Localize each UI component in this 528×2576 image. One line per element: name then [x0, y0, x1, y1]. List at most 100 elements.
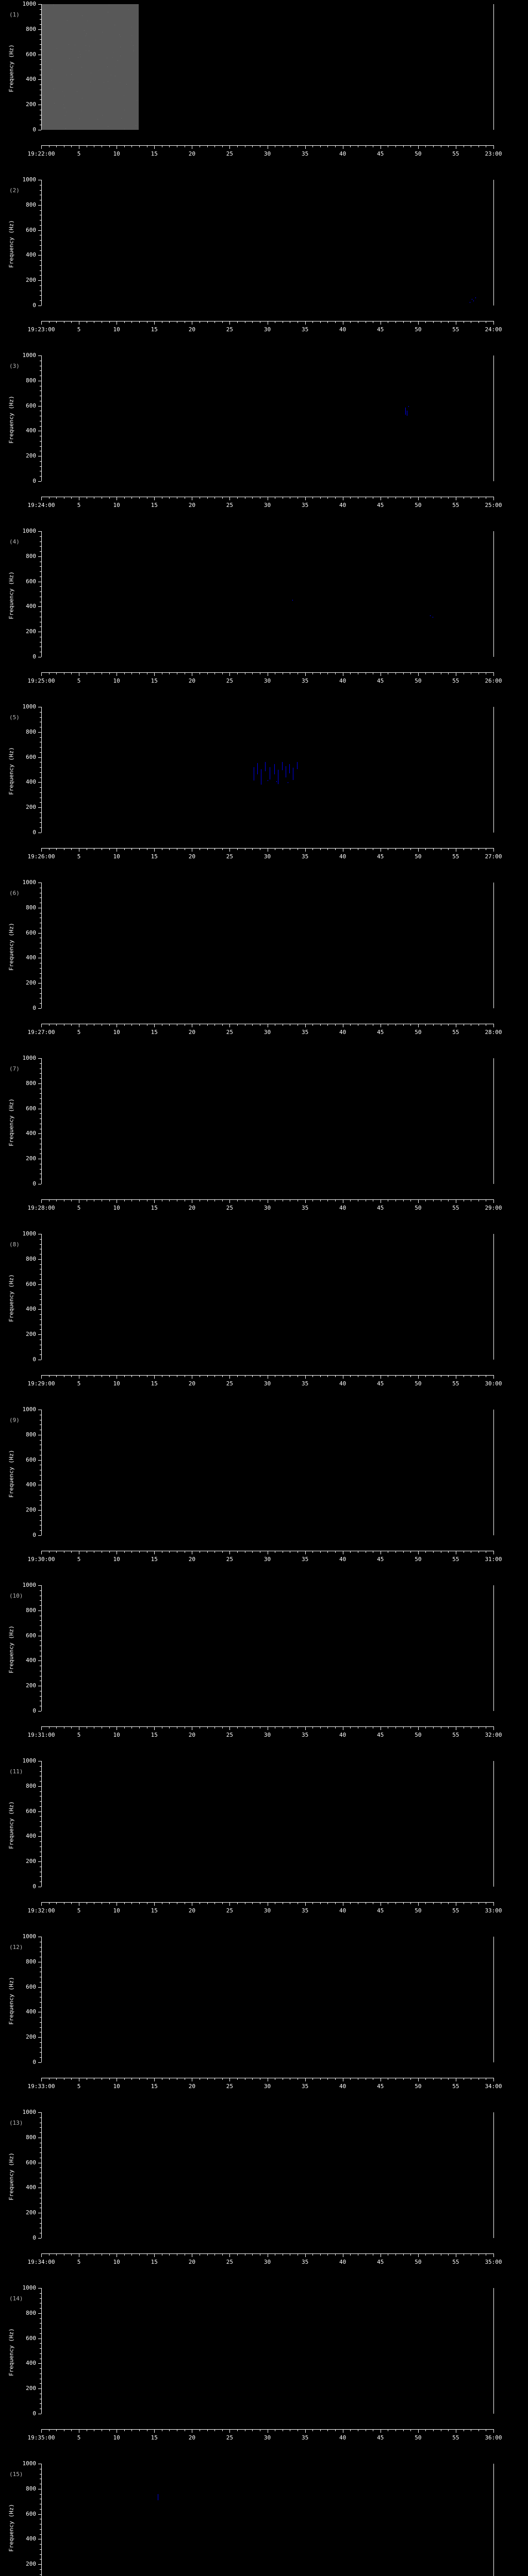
- x-axis-minor-tick: [207, 1024, 208, 1026]
- x-axis-minor-tick: [222, 1375, 223, 1377]
- noise-speckle: [43, 51, 44, 52]
- x-axis-minor-tick: [478, 1024, 479, 1026]
- x-axis-tick: [305, 1199, 306, 1203]
- noise-speckle: [86, 33, 87, 34]
- y-axis-tick: [38, 732, 41, 733]
- x-axis-minor-tick: [207, 1902, 208, 1904]
- x-axis-minor-tick: [139, 497, 140, 499]
- x-axis-tick-label: 20: [189, 1029, 195, 1036]
- y-axis-minor-tick: [40, 245, 41, 246]
- x-axis-minor-tick: [425, 1375, 426, 1377]
- panel-index-label: (4): [9, 538, 20, 545]
- x-axis-tick-label: 40: [339, 2259, 346, 2265]
- x-axis-minor-tick: [237, 1199, 238, 1201]
- x-axis-tick-label: 45: [377, 853, 384, 860]
- x-axis-minor-tick: [49, 1024, 50, 1026]
- spectrogram-panel: (13) Frequency (Hz) 0 200 400 600 800 1000 19:34…: [0, 2108, 528, 2284]
- y-axis-tick-label: 600: [13, 2159, 36, 2166]
- spectrogram-panel: (2) Frequency (Hz) 0 200 400 600 800 1000 19:23:…: [0, 176, 528, 351]
- y-axis-tick: [38, 2313, 41, 2314]
- y-axis-tick-label: 0: [13, 1356, 36, 1363]
- y-axis-minor-tick: [40, 2052, 41, 2053]
- y-axis-tick-label: 1000: [13, 2284, 36, 2291]
- x-axis-minor-tick: [207, 321, 208, 323]
- x-axis-minor-tick: [214, 2078, 215, 2080]
- x-axis-minor-tick: [71, 848, 72, 850]
- x-axis-minor-tick: [478, 145, 479, 147]
- y-axis-minor-tick: [40, 300, 41, 301]
- x-axis-minor-tick: [425, 1902, 426, 1904]
- x-axis-minor-tick: [252, 1551, 253, 1553]
- y-axis-minor-tick: [40, 1475, 41, 1476]
- noise-speckle: [71, 74, 72, 75]
- x-axis-tick: [305, 848, 306, 852]
- x-axis-minor-tick: [49, 2253, 50, 2256]
- y-axis-tick-label: 800: [13, 553, 36, 560]
- detection-mark: [475, 297, 476, 298]
- x-axis-tick-label: 25: [226, 853, 233, 860]
- x-axis-tick: [229, 2429, 230, 2433]
- y-axis-tick-label: 400: [13, 2184, 36, 2191]
- x-axis-tick: [418, 145, 419, 149]
- y-axis-tick: [38, 1334, 41, 1335]
- y-axis-minor-tick: [40, 1791, 41, 1792]
- x-axis-minor-tick: [327, 497, 328, 499]
- plot-right-spine: [493, 1410, 494, 1535]
- y-axis-tick-label: 0: [13, 302, 36, 309]
- y-axis-tick-label: 200: [13, 2561, 36, 2567]
- noise-speckle: [112, 57, 113, 58]
- x-axis-minor-tick: [252, 2429, 253, 2431]
- x-axis-minor-tick: [320, 848, 321, 850]
- y-axis-tick-label: 1000: [13, 703, 36, 710]
- x-axis-minor-tick: [410, 848, 411, 850]
- y-axis-minor-tick: [40, 2559, 41, 2560]
- x-axis-tick-label: 30: [264, 677, 271, 684]
- y-axis-title: Frequency (Hz): [8, 2316, 15, 2388]
- x-axis-minor-tick: [56, 1024, 57, 1026]
- x-axis-tick-label: 40: [339, 677, 346, 684]
- x-axis-tick-label: 35: [302, 150, 308, 157]
- x-axis-minor-tick: [448, 848, 449, 850]
- x-axis-minor-tick: [448, 1024, 449, 1026]
- y-axis-minor-tick: [40, 2529, 41, 2530]
- x-axis-tick-label: 19:32:00: [28, 1907, 55, 1914]
- x-axis-tick: [493, 2253, 494, 2257]
- y-axis-minor-tick: [40, 1625, 41, 1626]
- y-axis-minor-tick: [40, 968, 41, 969]
- y-axis-tick-label: 800: [13, 1080, 36, 1087]
- y-axis-minor-tick: [40, 240, 41, 241]
- noise-speckle: [79, 51, 80, 52]
- y-axis-tick: [38, 280, 41, 281]
- x-axis-tick-label: 55: [452, 2259, 459, 2265]
- plot-left-spine: [41, 2464, 42, 2576]
- x-axis-minor-tick: [237, 1902, 238, 1904]
- x-axis-tick-label: 35: [302, 1205, 308, 1211]
- panel-index-label: (6): [9, 890, 20, 896]
- y-axis-minor-tick: [40, 1003, 41, 1004]
- x-axis-minor-tick: [71, 1024, 72, 1026]
- x-axis-tick-label: 30:00: [485, 1380, 502, 1387]
- x-axis-minor-tick: [56, 848, 57, 850]
- x-axis-tick-label: 45: [377, 326, 384, 333]
- plot-left-spine: [41, 531, 42, 657]
- x-axis-minor-tick: [433, 1902, 434, 1904]
- x-axis-minor-tick: [252, 1726, 253, 1728]
- y-axis-minor-tick: [40, 1620, 41, 1621]
- x-axis-minor-tick: [478, 1199, 479, 1201]
- x-axis-minor-tick: [56, 1726, 57, 1728]
- y-axis-minor-tick: [40, 2353, 41, 2354]
- x-axis-minor-tick: [139, 1199, 140, 1201]
- y-axis-tick: [38, 2338, 41, 2339]
- y-axis-minor-tick: [40, 897, 41, 898]
- x-axis-minor-tick: [425, 1551, 426, 1553]
- x-axis-tick-label: 20: [189, 1556, 195, 1563]
- x-axis-tick-label: 35: [302, 2434, 308, 2441]
- x-axis-tick: [305, 1551, 306, 1554]
- x-axis-tick-label: 15: [151, 677, 158, 684]
- x-axis-minor-tick: [403, 848, 404, 850]
- y-axis-minor-tick: [40, 1796, 41, 1797]
- y-axis-tick-label: 0: [13, 1707, 36, 1714]
- x-axis-minor-tick: [252, 2253, 253, 2256]
- x-axis-tick-label: 40: [339, 1380, 346, 1387]
- x-axis-minor-tick: [433, 1024, 434, 1026]
